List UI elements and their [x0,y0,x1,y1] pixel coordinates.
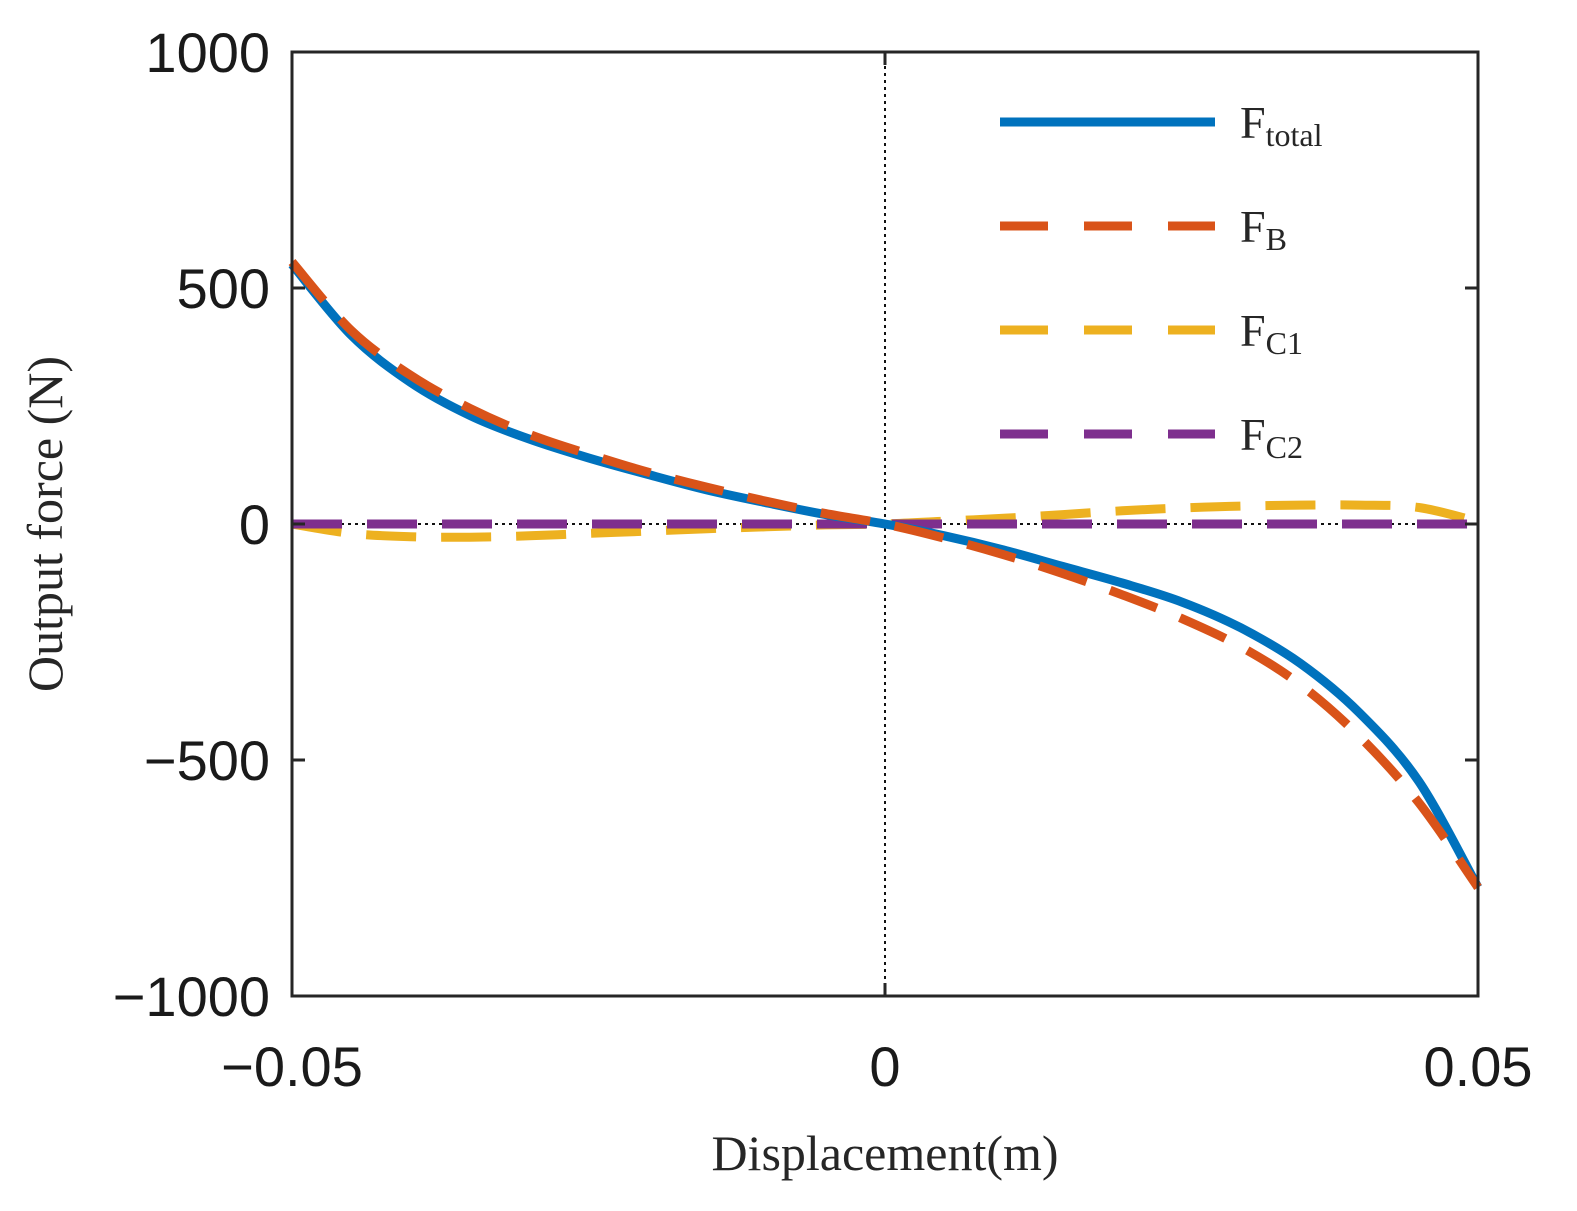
legend-label-subscript: B [1266,221,1287,257]
legend-label-subscript: C2 [1266,429,1303,465]
series-line-fb [288,259,1482,890]
y-tick-label: 1000 [145,21,270,84]
series-line-fc1 [291,500,1480,542]
legend-label-base: F [1240,201,1266,252]
y-tick-label: 500 [177,257,270,320]
y-tick-label: −1000 [113,965,270,1028]
tick-labels: −1000 −500 0 500 1000 −0.05 0 0.05 [113,21,1533,1098]
legend-label-base: F [1240,409,1266,460]
legend-label-base: F [1240,305,1266,356]
legend-label-fc2: FC2 [1240,409,1303,465]
x-axis-title: Displacement(m) [711,1125,1058,1181]
legend-label-base: F [1240,97,1266,148]
x-tick-label: 0 [869,1035,900,1098]
legend-label-ftotal: Ftotal [1240,97,1323,153]
x-tick-label: 0.05 [1424,1035,1533,1098]
legend-label-fc1: FC1 [1240,305,1303,361]
y-tick-label: 0 [239,493,270,556]
legend-label-fb: FB [1240,201,1287,257]
y-axis-title: Output force (N) [17,356,73,692]
legend-label-subscript: C1 [1266,325,1303,361]
x-tick-label: −0.05 [221,1035,363,1098]
series-lines [288,259,1482,890]
y-tick-label: −500 [144,729,270,792]
legend-label-subscript: total [1266,117,1323,153]
ticks [290,50,1480,998]
